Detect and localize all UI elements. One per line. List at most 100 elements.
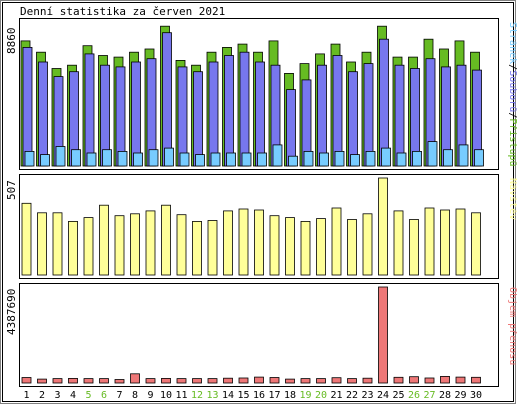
bar-souborů-day-12 xyxy=(193,71,203,167)
bar-stránek-day-30 xyxy=(474,149,484,167)
x-tick-label-day-30: 30 xyxy=(470,390,482,401)
bar-volume-day-7 xyxy=(114,379,125,384)
x-tick-label-day-3: 3 xyxy=(54,390,60,401)
bar-volume-day-10 xyxy=(161,377,171,384)
bar-visits-day-12 xyxy=(192,220,202,276)
bar-volume-day-6 xyxy=(99,378,109,384)
x-tick-label-day-22: 22 xyxy=(346,390,358,401)
bar-stránek-day-29 xyxy=(458,144,469,167)
bar-stránek-day-28 xyxy=(443,149,453,167)
bar-stránek-day-14 xyxy=(226,152,236,167)
x-tick-label-day-6: 6 xyxy=(101,390,107,401)
bar-visits-day-21 xyxy=(331,207,342,276)
bar-visits-day-13 xyxy=(207,220,218,276)
bar-visits-day-24 xyxy=(378,177,388,276)
x-tick-label-day-20: 20 xyxy=(315,390,327,401)
x-tick-label-day-9: 9 xyxy=(147,390,153,401)
x-tick-label-day-17: 17 xyxy=(268,390,280,401)
bar-souborů-day-13 xyxy=(208,61,219,167)
x-tick-label-day-13: 13 xyxy=(206,390,218,401)
x-tick-label-day-5: 5 xyxy=(85,390,91,401)
bar-visits-day-23 xyxy=(362,213,373,276)
bar-stránek-day-6 xyxy=(102,149,112,167)
bar-visits-day-17 xyxy=(269,215,280,276)
bar-stránek-day-19 xyxy=(303,150,314,167)
bar-stránek-day-20 xyxy=(319,152,329,167)
bar-visits-day-30 xyxy=(471,212,481,276)
bars xyxy=(21,286,481,384)
bar-souborů-day-2 xyxy=(38,61,48,167)
bar-visits-day-4 xyxy=(68,220,78,276)
x-tick-label-day-23: 23 xyxy=(361,390,373,401)
bar-volume-day-22 xyxy=(347,378,357,384)
bar-volume-day-1 xyxy=(21,377,32,384)
bar-visits-day-25 xyxy=(393,210,404,276)
bar-stránek-day-21 xyxy=(334,150,345,167)
bar-souborů-day-11 xyxy=(177,66,188,167)
bar-visits-day-26 xyxy=(409,219,419,276)
bar-souborů-day-21 xyxy=(332,55,343,167)
bar-souborů-day-1 xyxy=(22,47,33,167)
bar-visits-day-19 xyxy=(300,220,311,276)
outer-frame-inner xyxy=(2,2,514,402)
bar-visits-day-10 xyxy=(161,204,171,276)
bar-visits-day-22 xyxy=(347,219,357,276)
x-tick-label-day-11: 11 xyxy=(175,390,187,401)
bar-volume-day-20 xyxy=(316,378,326,384)
bars xyxy=(20,25,484,167)
bar-souborů-day-22 xyxy=(348,71,358,167)
bar-stránek-day-2 xyxy=(40,154,50,167)
bar-souborů-day-16 xyxy=(255,61,265,167)
x-tick-label-day-21: 21 xyxy=(330,390,342,401)
bar-volume-day-30 xyxy=(471,376,481,384)
bar-visits-day-5 xyxy=(83,217,94,276)
bar-stránek-day-26 xyxy=(412,150,422,167)
chart-title: Denní statistika za červen 2021 xyxy=(20,5,225,18)
bar-volume-day-23 xyxy=(362,377,373,384)
bar-visits-day-1 xyxy=(21,202,32,276)
bar-stránek-day-27 xyxy=(427,141,438,167)
bar-stránek-day-7 xyxy=(117,150,128,167)
x-tick-label-day-28: 28 xyxy=(439,390,451,401)
x-tick-label-day-12: 12 xyxy=(191,390,203,401)
bar-visits-day-7 xyxy=(114,215,125,276)
bar-visits-day-2 xyxy=(37,212,47,276)
bar-volume-day-18 xyxy=(285,378,295,384)
bar-stránek-day-3 xyxy=(55,146,66,167)
bar-stránek-day-25 xyxy=(396,152,407,167)
bar-visits-day-11 xyxy=(176,214,187,276)
x-tick-label-day-18: 18 xyxy=(284,390,296,401)
legend: Návštěv xyxy=(507,178,517,220)
ymax-label: 507 xyxy=(5,180,18,200)
bar-stránek-day-11 xyxy=(179,152,190,167)
bar-stránek-day-1 xyxy=(24,150,35,167)
x-tick-label-day-4: 4 xyxy=(70,390,76,401)
bar-volume-day-5 xyxy=(83,378,94,384)
bar-visits-day-29 xyxy=(455,208,466,276)
bar-souborů-day-14 xyxy=(224,55,234,167)
bar-stránek-day-5 xyxy=(86,152,97,167)
legend-label: Návštěv xyxy=(507,178,517,220)
bar-stránek-day-18 xyxy=(288,155,298,167)
bar-volume-day-17 xyxy=(269,377,280,384)
bar-volume-day-14 xyxy=(223,377,233,384)
bar-visits-day-16 xyxy=(254,209,264,276)
legend: Stránek/Souborů/Přístupů xyxy=(507,22,517,167)
bar-stránek-day-16 xyxy=(257,152,267,167)
bar-stránek-day-12 xyxy=(195,154,205,167)
bar-visits-day-9 xyxy=(145,210,156,276)
bar-souborů-day-23 xyxy=(363,63,374,167)
panel-volume: 4387690 Objem přenosu xyxy=(5,283,517,387)
bar-souborů-day-15 xyxy=(239,51,250,167)
bar-souborů-day-25 xyxy=(394,64,405,167)
bars xyxy=(21,177,481,276)
bar-volume-day-4 xyxy=(68,377,78,384)
bar-volume-day-3 xyxy=(52,378,63,384)
bar-volume-day-8 xyxy=(130,373,140,384)
x-tick-label-day-10: 10 xyxy=(160,390,172,401)
bar-souborů-day-8 xyxy=(131,61,141,167)
x-tick-label-day-15: 15 xyxy=(237,390,249,401)
bar-souborů-day-5 xyxy=(84,53,95,167)
x-tick-label-day-24: 24 xyxy=(377,390,389,401)
